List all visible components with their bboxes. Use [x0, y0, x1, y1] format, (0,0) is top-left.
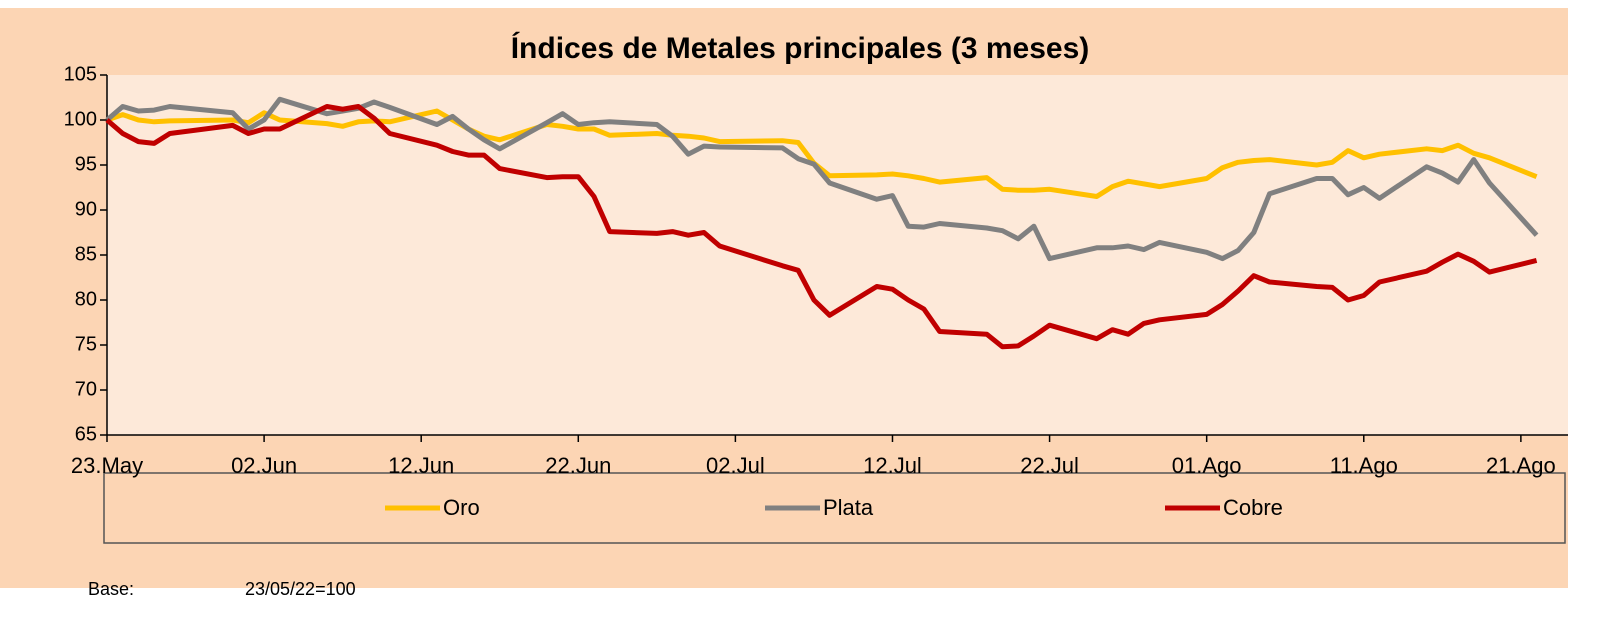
y-tick-label: 70: [75, 378, 97, 400]
y-tick-label: 100: [64, 108, 97, 130]
series-line: [106, 108, 1538, 199]
y-tick-label: 85: [75, 243, 97, 265]
note-label: Base:: [88, 579, 134, 599]
y-tick-label: 90: [75, 198, 97, 220]
x-tick-label: 21.Ago: [1486, 453, 1556, 478]
x-tick-label: 22.Jun: [545, 453, 611, 478]
note-value: 23/05/22=100: [245, 579, 356, 599]
x-tick-label: 01.Ago: [1172, 453, 1242, 478]
x-tick-label: 02.Jul: [706, 453, 765, 478]
legend-label: Cobre: [1223, 495, 1283, 520]
plot-area: [107, 75, 1568, 435]
x-tick-label: 11.Ago: [1330, 453, 1398, 478]
series-line: [105, 104, 1538, 350]
x-tick-label: 12.Jun: [388, 453, 454, 478]
x-tick-label: 12.Jul: [863, 453, 922, 478]
legend-box: [103, 472, 1566, 544]
legend-label: Oro: [443, 495, 480, 520]
legend-label: Plata: [823, 495, 874, 520]
x-tick-label: 23.May: [71, 453, 143, 478]
y-tick-label: 75: [75, 333, 97, 355]
y-tick-label: 65: [75, 423, 97, 445]
chart-title: Índices de Metales principales (3 meses): [511, 31, 1090, 65]
y-tick-label: 80: [75, 288, 97, 310]
x-tick-label: 22.Jul: [1020, 453, 1079, 478]
y-tick-label: 105: [64, 63, 97, 85]
y-tick-label: 95: [75, 153, 97, 175]
x-tick-label: 02.Jun: [231, 453, 297, 478]
